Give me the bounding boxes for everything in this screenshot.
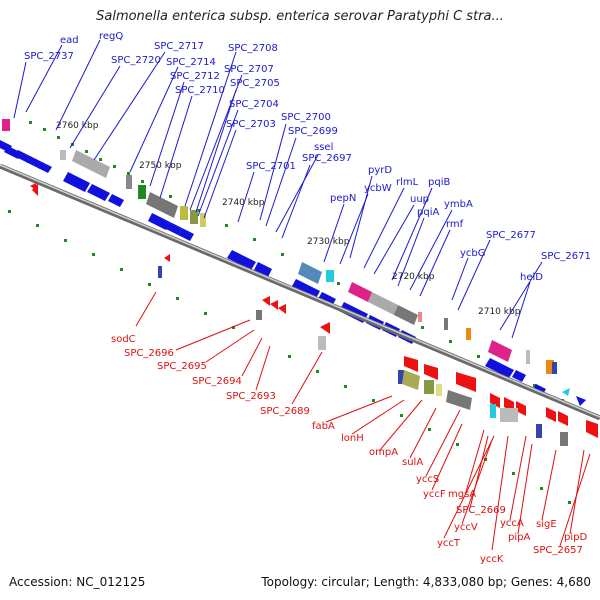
gene-label: SPC_2671: [541, 251, 591, 262]
gene-label: yccV: [454, 522, 478, 533]
gene-label: SPC_2689: [260, 406, 310, 417]
gene-label: ead: [60, 35, 79, 46]
gene-label: SPC_2657: [533, 545, 583, 556]
gene-label: yccA: [500, 518, 524, 529]
kbp-label: 2730 kbp: [307, 237, 350, 247]
gene-label: rlmL: [396, 177, 419, 188]
gene-label: sigE: [536, 519, 557, 530]
tick-dots-inner: [8, 210, 571, 504]
gene-label: SPC_2704: [229, 99, 279, 110]
kbp-label: 2720 kbp: [392, 272, 435, 282]
genome-backbone: [0, 163, 600, 421]
reverse-strand-features: [158, 266, 568, 446]
gene-label: SPC_2703: [226, 119, 276, 130]
gene-label: uup: [410, 194, 429, 205]
gene-label: mgsA: [448, 489, 476, 500]
gene-label: pqiB: [428, 177, 450, 188]
kbp-scale: 2760 kbp 2750 kbp 2740 kbp 2730 kbp 2720…: [56, 121, 521, 317]
gene-label: SPC_2696: [124, 348, 174, 359]
kbp-label: 2750 kbp: [139, 161, 182, 171]
gene-label: yccK: [480, 554, 504, 565]
gene-label: SPC_2712: [170, 71, 220, 82]
accession-label: Accession: NC_012125: [9, 575, 146, 589]
gene-label: SPC_2693: [226, 391, 276, 402]
reverse-strand-genes: [30, 183, 598, 438]
gene-label: ssel: [314, 142, 333, 153]
gene-label: ycbG: [460, 248, 486, 259]
tick-dots-outer: [29, 121, 564, 402]
gene-label: yccF: [423, 489, 446, 500]
gene-label: pipA: [508, 532, 530, 543]
forward-gene-labels: ead SPC_2737 regQ SPC_2720 SPC_2717 SPC_…: [24, 31, 591, 283]
gene-label: SPC_2701: [246, 161, 296, 172]
gene-label: SPC_2707: [224, 64, 274, 75]
gene-label: SPC_2700: [281, 112, 331, 123]
reverse-leader-lines: [135, 291, 591, 551]
gene-label: ymbA: [444, 199, 473, 210]
gene-label: pqiA: [417, 207, 439, 218]
kbp-label: 2710 kbp: [478, 307, 521, 317]
gene-label: SPC_2677: [486, 230, 536, 241]
genome-summary: Topology: circular; Length: 4,833,080 bp…: [261, 575, 591, 589]
gene-label: ompA: [369, 447, 398, 458]
gene-label: yccS: [416, 474, 439, 485]
gene-label: pepN: [330, 193, 356, 204]
forward-leader-lines: [13, 39, 543, 339]
gene-label: sodC: [111, 334, 136, 345]
gene-label: SPC_2669: [456, 505, 506, 516]
gene-label: fabA: [312, 421, 335, 432]
gene-label: SPC_2699: [288, 126, 338, 137]
gene-label: pipD: [564, 532, 587, 543]
gene-label: SPC_2714: [166, 57, 216, 68]
gene-label: SPC_2720: [111, 55, 161, 66]
gene-label: sulA: [402, 457, 423, 468]
gene-label: lonH: [341, 433, 364, 444]
gene-label: SPC_2694: [192, 376, 242, 387]
gene-label: SPC_2705: [230, 78, 280, 89]
kbp-label: 2760 kbp: [56, 121, 99, 131]
gene-label: ycbW: [364, 183, 392, 194]
gene-label: SPC_2697: [302, 153, 352, 164]
gene-label: SPC_2708: [228, 43, 278, 54]
gene-label: rmf: [446, 219, 464, 230]
gene-label: SPC_2737: [24, 51, 74, 62]
gene-label: pyrD: [368, 165, 392, 176]
gene-label: yccT: [437, 538, 461, 549]
gene-label: regQ: [99, 31, 123, 42]
reverse-gene-labels: sodC SPC_2696 SPC_2695 SPC_2694 SPC_2693…: [111, 334, 587, 565]
gene-label: helD: [520, 272, 543, 283]
gene-label: SPC_2695: [157, 361, 207, 372]
map-title: Salmonella enterica subsp. enterica sero…: [96, 9, 504, 24]
kbp-label: 2740 kbp: [222, 198, 265, 208]
gene-label: SPC_2717: [154, 41, 204, 52]
forward-strand-features: [2, 119, 586, 406]
gene-label: SPC_2710: [175, 85, 225, 96]
